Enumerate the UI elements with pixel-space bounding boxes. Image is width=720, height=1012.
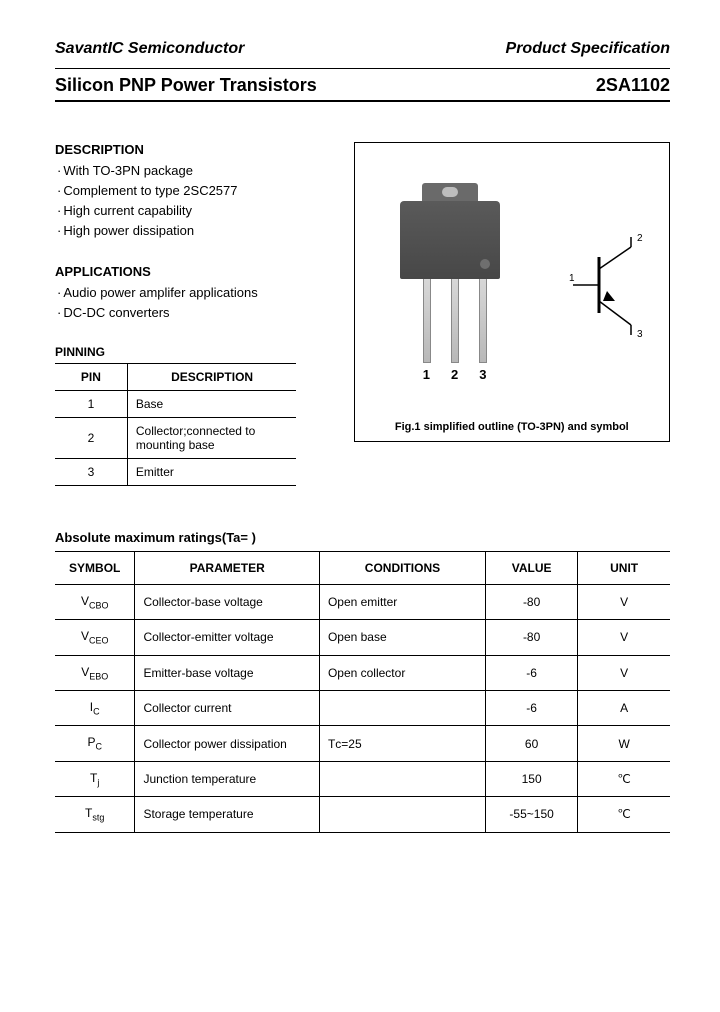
page-title: Silicon PNP Power Transistors: [55, 75, 317, 96]
package-dot-icon: [480, 259, 490, 269]
applications-heading: APPLICATIONS: [55, 264, 336, 279]
list-item: DC-DC converters: [57, 303, 336, 323]
table-row: PCCollector power dissipationTᴄ=25 60W: [55, 726, 670, 761]
cell-unit: A: [578, 691, 670, 726]
cell-parameter: Collector current: [135, 691, 320, 726]
cell-parameter: Collector-base voltage: [135, 584, 320, 619]
cell-conditions: Open emitter: [319, 584, 485, 619]
cell-conditions: [319, 691, 485, 726]
cell-value: -80: [485, 584, 577, 619]
lead-icon: [479, 277, 487, 363]
cell-conditions: Open base: [319, 620, 485, 655]
package-hole-icon: [442, 187, 458, 197]
col-desc: DESCRIPTION: [127, 363, 296, 390]
cell-unit: ℃: [578, 797, 670, 832]
description-heading: DESCRIPTION: [55, 142, 336, 157]
table-row: TstgStorage temperature -55~150℃: [55, 797, 670, 832]
table-row: TjJunction temperature 150℃: [55, 761, 670, 796]
cell-parameter: Collector-emitter voltage: [135, 620, 320, 655]
table-row: VCBOCollector-base voltageOpen emitter-8…: [55, 584, 670, 619]
list-item: High current capability: [57, 201, 336, 221]
cell-symbol: Tj: [55, 761, 135, 796]
cell-parameter: Junction temperature: [135, 761, 320, 796]
lead-number: 3: [479, 367, 486, 382]
spec-label: Product Specification: [506, 40, 670, 58]
cell-unit: V: [578, 584, 670, 619]
cell-symbol: Tstg: [55, 797, 135, 832]
table-row: ICCollector current -6A: [55, 691, 670, 726]
table-row: VCEOCollector-emitter voltageOpen base-8…: [55, 620, 670, 655]
description-list: With TO-3PN package Complement to type 2…: [57, 161, 336, 242]
cell-symbol: PC: [55, 726, 135, 761]
table-row: 1 Base: [55, 390, 296, 417]
list-item: Audio power amplifer applications: [57, 283, 336, 303]
figure-caption: Fig.1 simplified outline (TO-3PN) and sy…: [355, 421, 669, 433]
col-conditions: CONDITIONS: [319, 551, 485, 584]
company-name: SavantIC Semiconductor: [55, 40, 244, 58]
cell: Collector;connected to mounting base: [127, 417, 296, 458]
cell: 2: [55, 417, 127, 458]
divider: [55, 68, 670, 69]
cell-conditions: [319, 761, 485, 796]
cell-value: -6: [485, 655, 577, 690]
table-row: 3 Emitter: [55, 458, 296, 485]
cell-symbol: IC: [55, 691, 135, 726]
cell-symbol: VEBO: [55, 655, 135, 690]
cell-conditions: Open collector: [319, 655, 485, 690]
col-unit: UNIT: [578, 551, 670, 584]
list-item: With TO-3PN package: [57, 161, 336, 181]
symbol-pin-1: 1: [569, 273, 575, 284]
cell-value: -55~150: [485, 797, 577, 832]
cell: 1: [55, 390, 127, 417]
lead-number: 2: [451, 367, 458, 382]
cell: Base: [127, 390, 296, 417]
cell-symbol: VCEO: [55, 620, 135, 655]
lead-number: 1: [423, 367, 430, 382]
cell-value: -80: [485, 620, 577, 655]
cell-value: 60: [485, 726, 577, 761]
cell-parameter: Storage temperature: [135, 797, 320, 832]
list-item: High power dissipation: [57, 221, 336, 241]
cell-value: -6: [485, 691, 577, 726]
table-row: 2 Collector;connected to mounting base: [55, 417, 296, 458]
cell-unit: ℃: [578, 761, 670, 796]
list-item: Complement to type 2SC2577: [57, 181, 336, 201]
ratings-heading: Absolute maximum ratings(Ta= ): [55, 530, 670, 545]
left-column: DESCRIPTION With TO-3PN package Compleme…: [55, 142, 336, 486]
symbol-pin-2: 2: [637, 233, 643, 244]
part-number: 2SA1102: [596, 75, 670, 96]
applications-list: Audio power amplifer applications DC-DC …: [57, 283, 336, 323]
cell-unit: V: [578, 655, 670, 690]
pinning-heading: PINNING: [55, 345, 336, 359]
figure-box: 1 2 3 1 2 3 Fig.1 simplified outline (TO…: [354, 142, 670, 442]
cell-conditions: [319, 797, 485, 832]
ratings-table: SYMBOL PARAMETER CONDITIONS VALUE UNIT V…: [55, 551, 670, 833]
cell-value: 150: [485, 761, 577, 796]
cell-symbol: VCBO: [55, 584, 135, 619]
right-column: 1 2 3 1 2 3 Fig.1 simplified outline (TO…: [354, 142, 670, 486]
symbol-pin-3: 3: [637, 329, 643, 340]
lead-icon: [451, 277, 459, 363]
cell-unit: W: [578, 726, 670, 761]
col-pin: PIN: [55, 363, 127, 390]
package-body-icon: [400, 201, 500, 279]
cell-parameter: Collector power dissipation: [135, 726, 320, 761]
divider-thick: [55, 100, 670, 102]
cell-conditions: Tᴄ=25: [319, 726, 485, 761]
col-symbol: SYMBOL: [55, 551, 135, 584]
package-drawing: 1 2 3: [400, 201, 510, 382]
transistor-symbol-icon: 1 2 3: [567, 231, 657, 341]
cell: 3: [55, 458, 127, 485]
cell-unit: V: [578, 620, 670, 655]
col-value: VALUE: [485, 551, 577, 584]
col-parameter: PARAMETER: [135, 551, 320, 584]
cell-parameter: Emitter-base voltage: [135, 655, 320, 690]
table-row: VEBOEmitter-base voltageOpen collector-6…: [55, 655, 670, 690]
pinning-table: PIN DESCRIPTION 1 Base 2 Collector;conne…: [55, 363, 296, 486]
cell: Emitter: [127, 458, 296, 485]
lead-icon: [423, 277, 431, 363]
